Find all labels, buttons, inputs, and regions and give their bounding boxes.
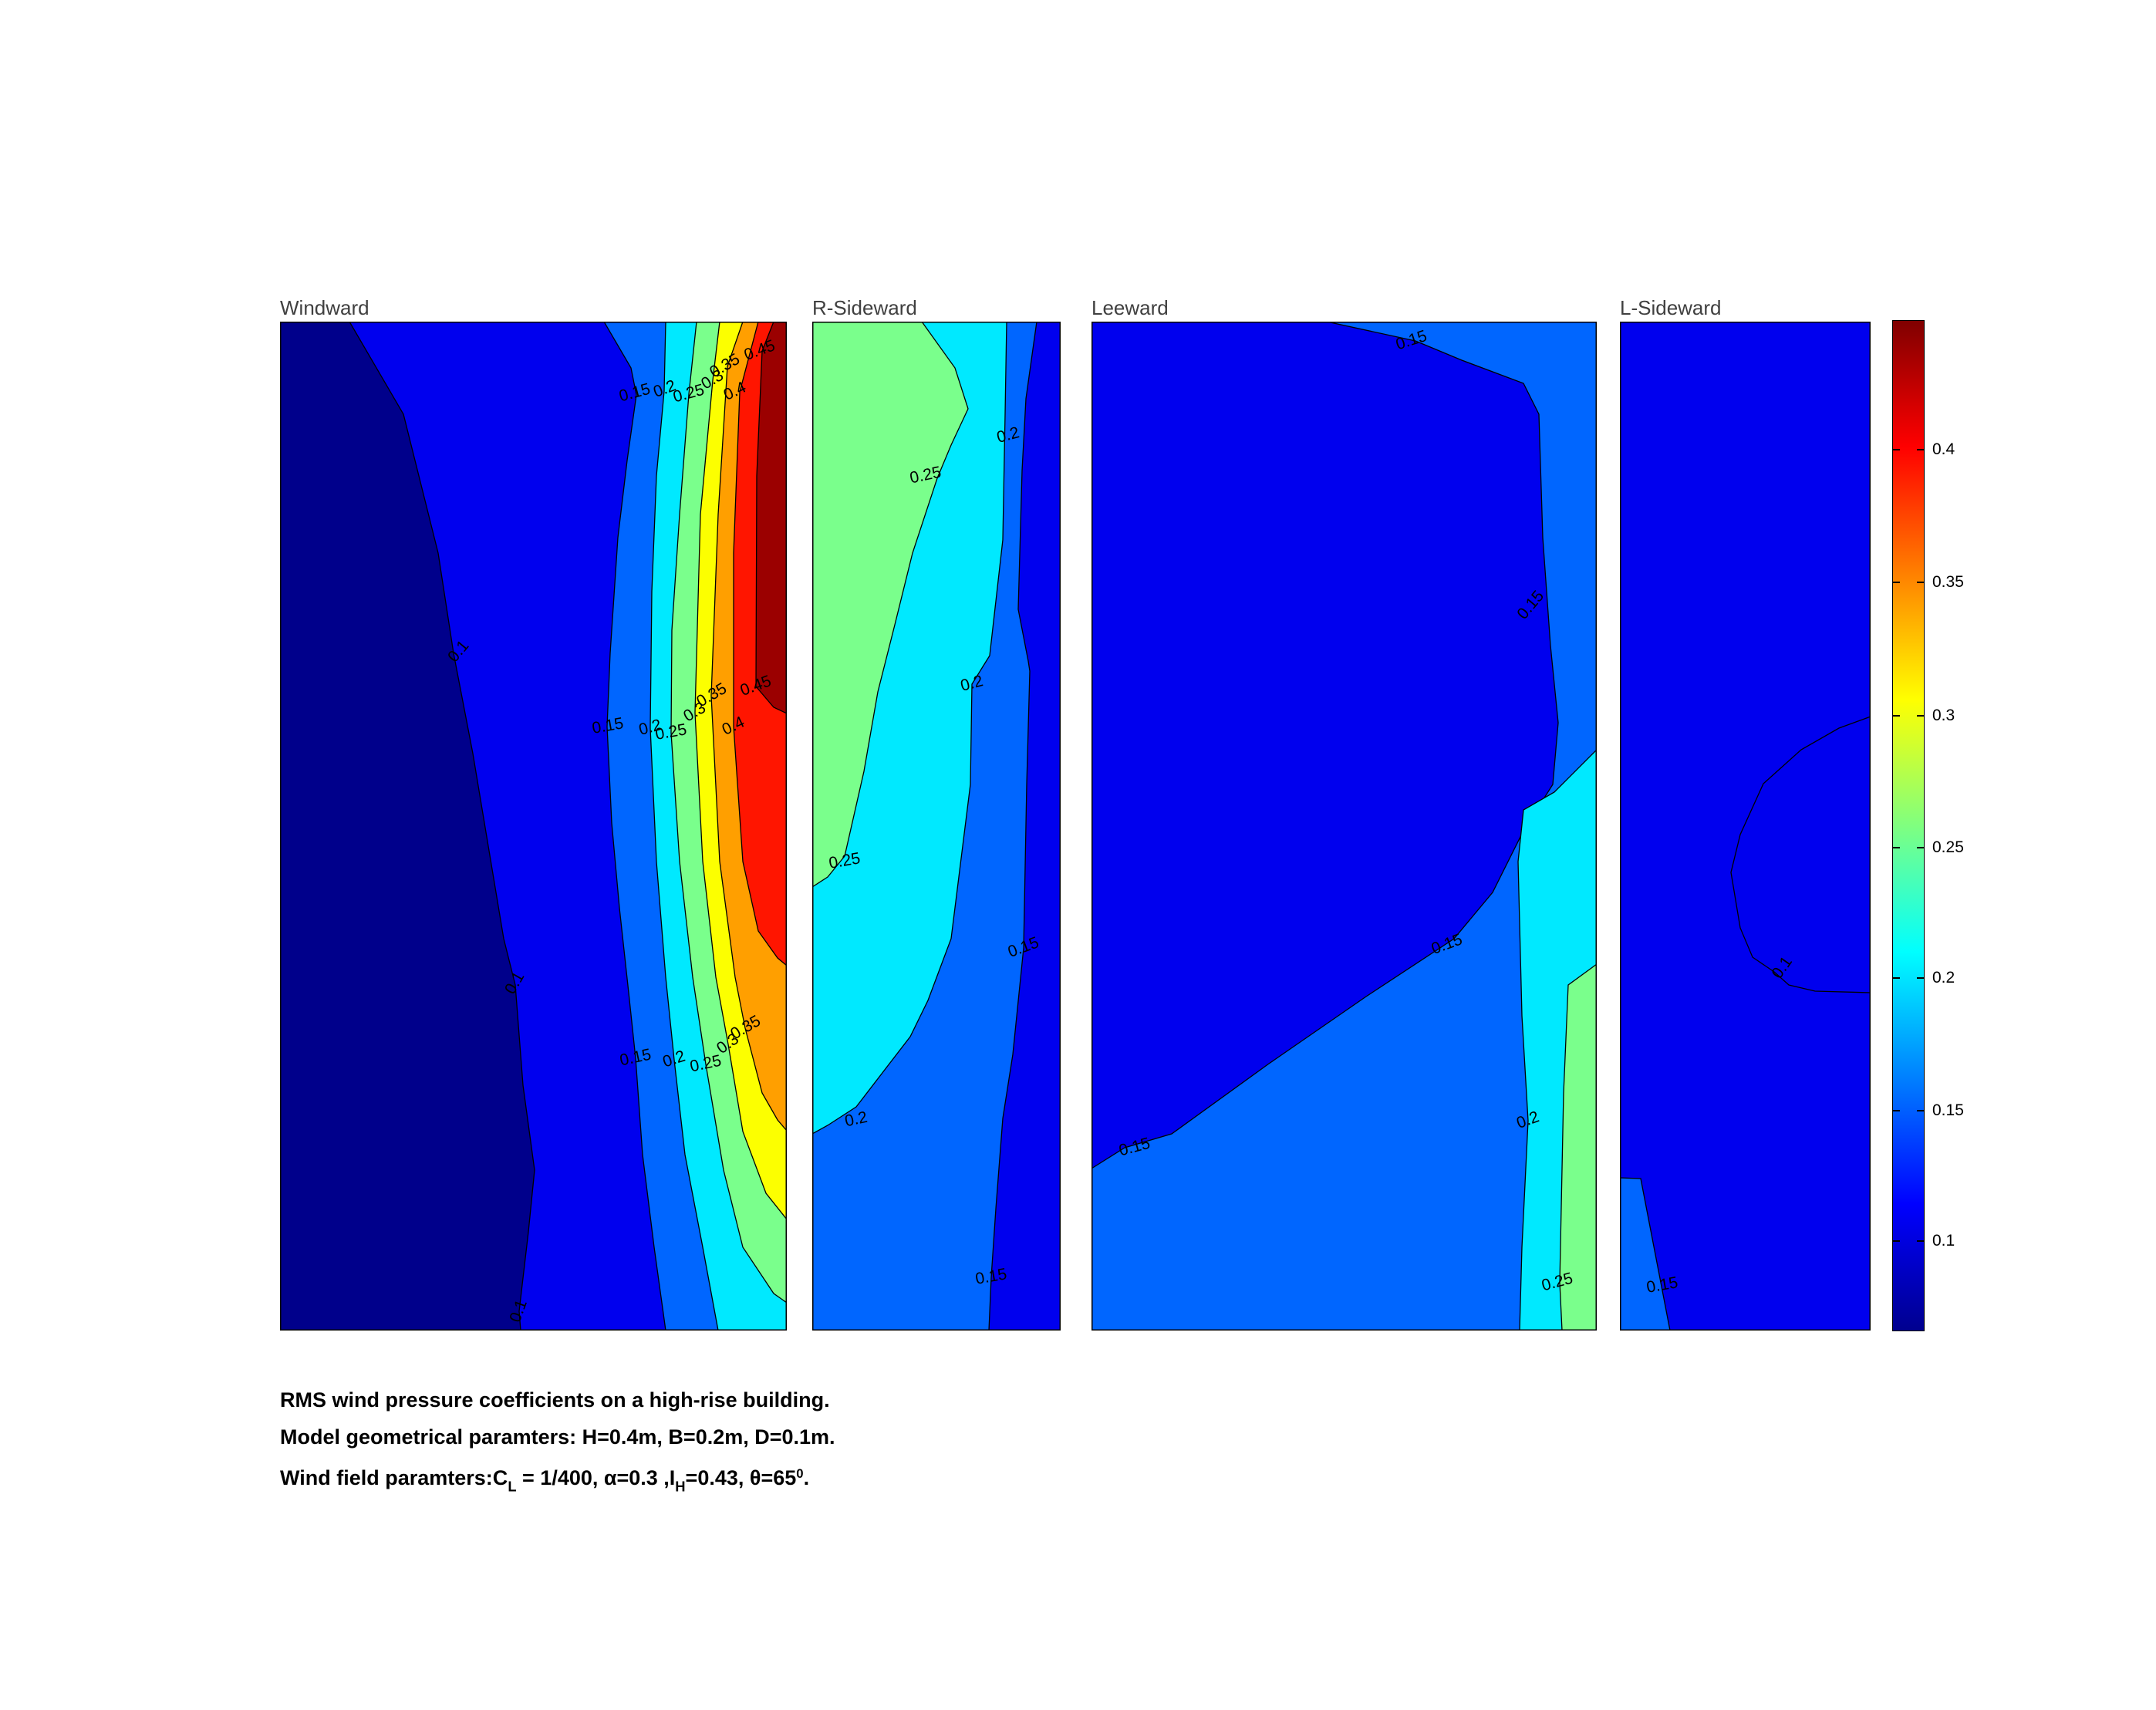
panel-title-lsideward: L-Sideward bbox=[1620, 296, 1722, 319]
colorbar-tick-mark bbox=[1893, 1110, 1900, 1112]
caption-segment: Wind field paramters:C bbox=[280, 1466, 508, 1490]
caption-segment: H bbox=[675, 1478, 686, 1495]
colorbar-tick-mark bbox=[1917, 977, 1924, 980]
axes-box bbox=[1091, 322, 1597, 1331]
contour-plot-svg-lsideward: 0.10.15 bbox=[1619, 322, 1871, 1331]
colorbar-tick-label: 0.35 bbox=[1932, 572, 1964, 591]
colorbar-tick-mark bbox=[1893, 581, 1900, 583]
figure-caption: RMS wind pressure coefficients on a high… bbox=[280, 1381, 835, 1495]
contour-plot-svg-windward: 0.10.10.10.150.20.250.30.350.450.40.15 0.… bbox=[280, 321, 788, 1331]
contour-plot-rsideward: 0.2 0.25 0.2 0.25 0.2 0.15 0.15 bbox=[811, 321, 1061, 1334]
colorbar-tick-label: 0.3 bbox=[1932, 706, 1955, 724]
caption-segment: L bbox=[508, 1478, 517, 1495]
colorbar-tick-mark bbox=[1917, 1110, 1924, 1112]
colorbar-tick-mark bbox=[1893, 847, 1900, 849]
contour-band bbox=[755, 321, 788, 715]
colorbar-tick-label: 0.2 bbox=[1932, 969, 1955, 987]
caption-line-3: Wind field paramters:CL = 1/400, α=0.3 ,… bbox=[280, 1455, 835, 1495]
caption-segment: . bbox=[803, 1466, 810, 1490]
contour-band bbox=[811, 321, 969, 889]
contour-plot-windward: 0.1 0.1 0.1 0.15 0.2 0.25 0.3 0.35 0.45 0.4 0.15 0.… bbox=[280, 321, 788, 1334]
colorbar-tick-mark bbox=[1893, 1240, 1900, 1243]
colorbar-tick-mark bbox=[1917, 714, 1924, 717]
colorbar-tick-label: 0.1 bbox=[1932, 1232, 1955, 1250]
caption-segment: θ=65 bbox=[749, 1466, 797, 1490]
colorbar-tick-mark bbox=[1893, 714, 1900, 717]
axes-box bbox=[280, 322, 787, 1331]
colorbar-tick-mark bbox=[1917, 448, 1924, 450]
colorbar-tick-mark bbox=[1917, 1240, 1924, 1243]
colorbar-tick-mark bbox=[1893, 977, 1900, 980]
colorbar-tick-label: 0.15 bbox=[1932, 1101, 1964, 1120]
contour-band-background bbox=[1620, 322, 1871, 1331]
contour-plot-leeward: 0.15 0.15 0.15 0.15 0.2 0.25 bbox=[1091, 321, 1598, 1334]
contour-plot-lsideward: 0.1 0.15 bbox=[1619, 322, 1871, 1334]
caption-segment: = 1/400, bbox=[516, 1466, 604, 1490]
axes-box bbox=[1620, 322, 1871, 1331]
colorbar-tick-label: 0.25 bbox=[1932, 838, 1964, 857]
colorbar-gradient bbox=[1892, 320, 1925, 1331]
colorbar: 0.4 0.35 0.3 0.25 0.2 0.15 0.1 bbox=[1892, 320, 1964, 1331]
axes-box bbox=[812, 322, 1061, 1331]
colorbar-tick-mark bbox=[1893, 448, 1900, 450]
caption-line-1: RMS wind pressure coefficients on a high… bbox=[280, 1388, 830, 1412]
contour-line bbox=[1730, 716, 1871, 993]
caption-segment: α=0.3 ,I bbox=[603, 1466, 676, 1490]
colorbar-tick-label: 0.4 bbox=[1932, 440, 1955, 458]
caption-segment: 0 bbox=[796, 1466, 804, 1481]
panel-title-windward: Windward bbox=[280, 296, 369, 319]
caption-line-2: Model geometrical paramters: H=0.4m, B=0… bbox=[280, 1425, 835, 1449]
contour-plot-svg-rsideward: 0.20.250.20.250.20.150.15 bbox=[811, 321, 1061, 1331]
colorbar-tick-mark bbox=[1917, 581, 1924, 583]
panel-title-leeward: Leeward bbox=[1091, 296, 1169, 319]
caption-segment: =0.43, bbox=[685, 1466, 750, 1490]
contour-plot-svg-leeward: 0.150.150.150.150.20.25 bbox=[1091, 321, 1598, 1331]
colorbar-tick-mark bbox=[1917, 847, 1924, 849]
panel-title-rsideward: R-Sideward bbox=[812, 296, 917, 319]
